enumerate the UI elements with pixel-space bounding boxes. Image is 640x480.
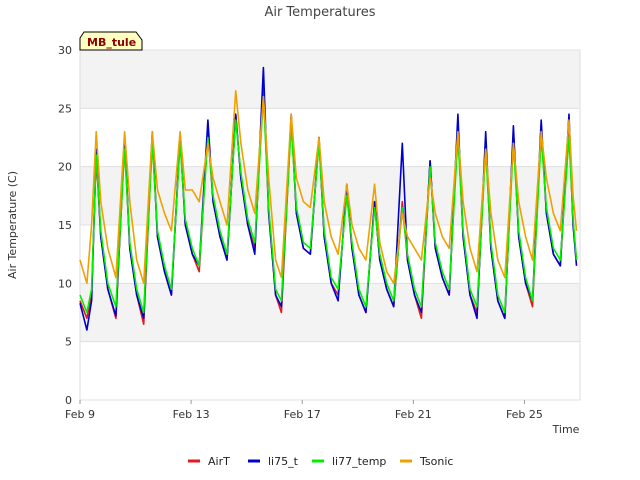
site-badge-label: MB_tule xyxy=(87,36,136,49)
legend: AirT li75_t li77_temp Tsonic xyxy=(188,455,453,468)
series-lines xyxy=(79,66,578,331)
x-tick-label: Feb 21 xyxy=(395,408,432,421)
x-tick-label: Feb 25 xyxy=(506,408,543,421)
y-tick-label: 25 xyxy=(58,102,72,115)
background-band xyxy=(80,108,580,167)
x-axis-ticks: Feb 9 Feb 13 Feb 17 Feb 21 Feb 25 xyxy=(65,400,543,421)
y-tick-label: 5 xyxy=(65,336,72,349)
site-badge-box xyxy=(79,31,143,51)
x-tick-label: Feb 9 xyxy=(65,408,95,421)
series-line-tsonic xyxy=(79,90,578,285)
gridlines xyxy=(80,49,580,401)
background-band xyxy=(80,50,580,109)
y-tick-label: 10 xyxy=(58,277,72,290)
legend-label: li75_t xyxy=(268,455,299,468)
legend-label: AirT xyxy=(208,455,230,468)
y-axis-label: Air Temperature (C) xyxy=(6,171,19,279)
y-tick-label: 0 xyxy=(65,394,72,407)
y-axis-ticks: 0 5 10 15 20 25 30 xyxy=(58,44,72,407)
legend-label: Tsonic xyxy=(419,455,453,468)
x-tick-label: Feb 13 xyxy=(173,408,210,421)
y-tick-label: 30 xyxy=(58,44,72,57)
background-band xyxy=(80,341,580,400)
site-badge: MB_tule xyxy=(79,31,143,51)
chart-title: Air Temperatures xyxy=(264,5,375,20)
y-tick-label: 20 xyxy=(58,161,72,174)
background-band xyxy=(80,166,580,225)
series-line-li77-temp xyxy=(79,95,578,314)
legend-label: li77_temp xyxy=(332,455,386,468)
x-tick-label: Feb 17 xyxy=(284,408,321,421)
x-axis-label: Time xyxy=(552,423,580,436)
y-tick-label: 15 xyxy=(58,219,72,232)
